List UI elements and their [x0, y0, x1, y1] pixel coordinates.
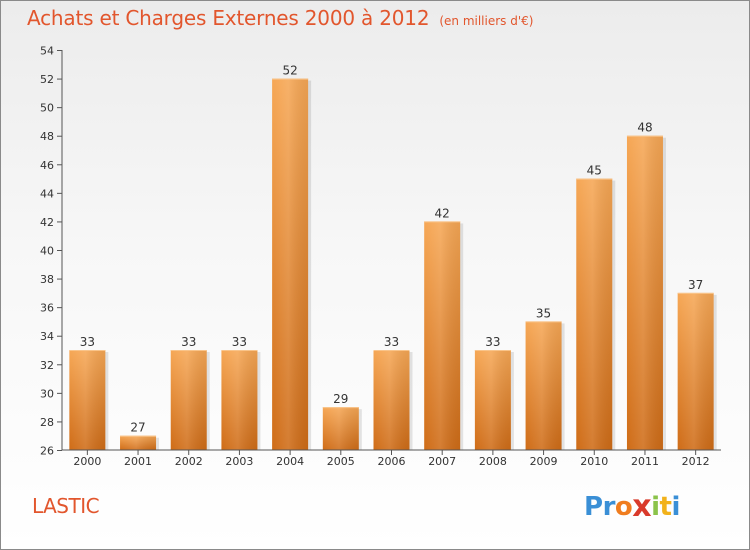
bar-shine — [69, 350, 106, 450]
data-label: 29 — [333, 392, 348, 406]
y-tick-label: 46 — [40, 159, 54, 172]
bar-shine — [626, 135, 663, 450]
commune-name: LASTIC — [32, 494, 100, 518]
x-tick-label: 2011 — [631, 455, 659, 468]
x-tick-label: 2002 — [175, 455, 203, 468]
logo-letter: r — [602, 492, 616, 522]
y-tick-label: 34 — [40, 330, 54, 343]
data-label: 48 — [637, 121, 652, 135]
data-label: 35 — [536, 306, 551, 320]
data-label: 27 — [130, 421, 145, 435]
bar-shine — [525, 321, 562, 450]
y-tick-label: 42 — [40, 216, 54, 229]
y-tick-label: 36 — [40, 302, 54, 315]
y-tick-label: 30 — [40, 387, 54, 400]
x-tick-label: 2004 — [276, 455, 304, 468]
x-tick-label: 2010 — [580, 455, 608, 468]
data-label: 33 — [181, 335, 196, 349]
y-tick-label: 40 — [40, 245, 54, 258]
bar-shine — [474, 350, 511, 450]
y-tick-label: 54 — [40, 45, 54, 58]
chart-header: Achats et Charges Externes 2000 à 2012 (e… — [27, 6, 533, 30]
y-tick-label: 26 — [40, 445, 54, 458]
logo-letter: P — [584, 492, 603, 522]
data-label: 33 — [80, 335, 95, 349]
data-label: 33 — [232, 335, 247, 349]
x-tick-label: 2006 — [378, 455, 406, 468]
bar-shine — [221, 350, 258, 450]
bar-shine — [373, 350, 410, 450]
x-tick-label: 2001 — [124, 455, 152, 468]
data-label: 45 — [587, 164, 602, 178]
x-tick-label: 2005 — [327, 455, 355, 468]
x-tick-label: 2012 — [682, 455, 710, 468]
y-tick-label: 50 — [40, 102, 54, 115]
bar-shine — [576, 178, 613, 451]
chart-subtitle: (en milliers d'€) — [439, 14, 534, 28]
bars-layer — [69, 78, 717, 451]
data-label: 52 — [282, 64, 297, 78]
bar-shine — [120, 435, 157, 450]
data-label: 37 — [688, 278, 703, 292]
logo-letter: i — [651, 492, 660, 522]
axis-layer: 26 28 30 32 34 36 38 40 42 44 46 48 50 52 54 — [40, 45, 721, 458]
y-tick-label: 44 — [40, 187, 54, 200]
proxiti-logo: Proxiti — [584, 488, 680, 524]
x-tick-label: 2003 — [225, 455, 253, 468]
y-tick-label: 38 — [40, 273, 54, 286]
bar-shine — [170, 350, 207, 450]
bar-shine — [322, 407, 359, 450]
data-label: 42 — [435, 206, 450, 220]
bar-shine — [272, 78, 309, 451]
y-tick-label: 32 — [40, 359, 54, 372]
bar-shine — [424, 221, 461, 450]
chart-title: Achats et Charges Externes 2000 à 2012 — [27, 6, 430, 30]
logo-letter: i — [671, 492, 680, 522]
logo-letter: t — [659, 492, 672, 522]
data-label: 33 — [384, 335, 399, 349]
data-label: 33 — [485, 335, 500, 349]
labels-layer: 2000 33 2001 27 2002 33 2003 33 2004 52 2005 29 2006… — [73, 64, 709, 468]
y-tick-label: 28 — [40, 416, 54, 429]
x-tick-label: 2000 — [73, 455, 101, 468]
y-tick-label: 48 — [40, 130, 54, 143]
x-tick-label: 2007 — [428, 455, 456, 468]
logo-letter: o — [614, 492, 633, 522]
x-tick-label: 2008 — [479, 455, 507, 468]
logo-letter: x — [632, 489, 652, 524]
bar-shine — [677, 292, 714, 450]
y-tick-label: 52 — [40, 73, 54, 86]
x-tick-label: 2009 — [530, 455, 558, 468]
